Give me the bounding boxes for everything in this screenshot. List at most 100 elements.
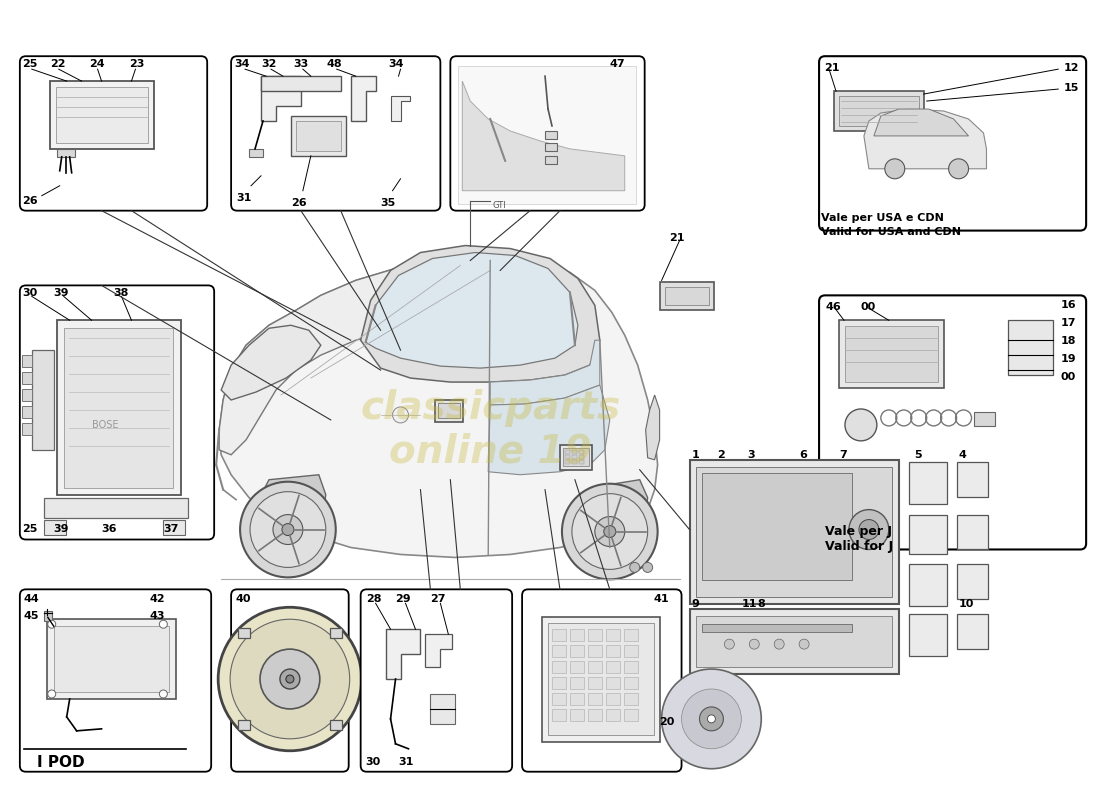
Polygon shape — [462, 81, 625, 190]
Circle shape — [948, 159, 968, 178]
Polygon shape — [572, 480, 648, 562]
Text: 34: 34 — [388, 59, 404, 69]
Text: 24: 24 — [89, 59, 106, 69]
Bar — [436, 400, 463, 422]
Circle shape — [859, 519, 879, 539]
Bar — [624, 661, 638, 673]
Text: 9: 9 — [692, 599, 700, 610]
Text: 23: 23 — [130, 59, 145, 69]
Polygon shape — [361, 246, 600, 382]
Bar — [587, 661, 602, 673]
FancyBboxPatch shape — [820, 295, 1086, 550]
Bar — [54, 626, 169, 692]
Bar — [579, 455, 584, 458]
Text: 16: 16 — [1060, 300, 1076, 310]
Circle shape — [279, 669, 300, 689]
Bar — [238, 720, 250, 730]
Text: 34: 34 — [234, 59, 250, 69]
Polygon shape — [221, 326, 321, 400]
Bar — [64, 328, 174, 488]
Polygon shape — [261, 76, 341, 91]
Text: 38: 38 — [113, 288, 129, 298]
Bar — [548, 623, 653, 735]
Bar — [50, 81, 154, 149]
Bar — [587, 709, 602, 721]
Circle shape — [286, 675, 294, 683]
Bar — [552, 645, 565, 657]
Bar — [587, 677, 602, 689]
Bar — [839, 96, 918, 126]
Bar — [570, 645, 584, 657]
FancyBboxPatch shape — [20, 590, 211, 772]
Polygon shape — [351, 76, 375, 121]
Circle shape — [749, 639, 759, 649]
Text: 26: 26 — [290, 198, 307, 208]
Bar — [909, 462, 947, 504]
Bar — [606, 661, 619, 673]
Bar — [570, 709, 584, 721]
Text: 27: 27 — [430, 594, 446, 604]
Circle shape — [282, 523, 294, 535]
Text: 35: 35 — [381, 198, 396, 208]
Text: 21: 21 — [670, 233, 685, 242]
Bar — [624, 630, 638, 641]
Circle shape — [845, 409, 877, 441]
Text: 39: 39 — [54, 523, 69, 534]
Text: 30: 30 — [22, 288, 37, 298]
Circle shape — [774, 639, 784, 649]
Bar — [664, 287, 710, 306]
Text: 41: 41 — [653, 594, 669, 604]
Text: 45: 45 — [24, 611, 40, 622]
Text: Vale per J: Vale per J — [825, 525, 892, 538]
Text: 42: 42 — [150, 594, 165, 604]
Bar — [552, 677, 565, 689]
Bar — [439, 403, 460, 418]
Circle shape — [393, 407, 408, 423]
Bar — [624, 645, 638, 657]
Text: 2: 2 — [717, 450, 725, 460]
Bar — [1009, 320, 1053, 375]
Text: 4: 4 — [958, 450, 967, 460]
Circle shape — [595, 517, 625, 546]
Circle shape — [160, 690, 167, 698]
Text: 31: 31 — [236, 193, 252, 202]
Circle shape — [273, 514, 303, 545]
Text: 48: 48 — [327, 59, 342, 69]
Text: I POD: I POD — [36, 754, 85, 770]
Bar — [624, 677, 638, 689]
Text: 22: 22 — [50, 59, 65, 69]
Bar — [909, 565, 947, 606]
FancyBboxPatch shape — [231, 590, 349, 772]
Bar — [565, 455, 570, 458]
Bar — [542, 618, 660, 742]
Bar — [296, 121, 341, 151]
FancyBboxPatch shape — [20, 56, 207, 210]
Bar — [56, 87, 148, 143]
Bar — [703, 624, 851, 632]
Text: 36: 36 — [101, 523, 117, 534]
Bar — [544, 143, 557, 151]
Circle shape — [707, 715, 715, 723]
Text: GTI: GTI — [492, 201, 506, 210]
Text: 47: 47 — [609, 59, 626, 69]
Bar — [587, 645, 602, 657]
Bar — [330, 720, 342, 730]
Bar — [845, 326, 937, 382]
Text: 15: 15 — [1064, 83, 1079, 93]
Polygon shape — [426, 634, 452, 667]
Polygon shape — [491, 340, 600, 405]
FancyBboxPatch shape — [522, 590, 682, 772]
Text: 00: 00 — [1060, 372, 1076, 382]
Text: 11: 11 — [741, 599, 757, 610]
FancyBboxPatch shape — [820, 56, 1086, 230]
Bar — [572, 450, 576, 454]
Text: 1: 1 — [692, 450, 700, 460]
Circle shape — [725, 639, 735, 649]
Bar — [44, 611, 52, 622]
Text: 20: 20 — [660, 717, 675, 727]
Bar — [560, 445, 592, 470]
Circle shape — [240, 482, 336, 578]
Bar — [22, 406, 32, 418]
Text: 25: 25 — [22, 59, 37, 69]
Bar — [606, 709, 619, 721]
